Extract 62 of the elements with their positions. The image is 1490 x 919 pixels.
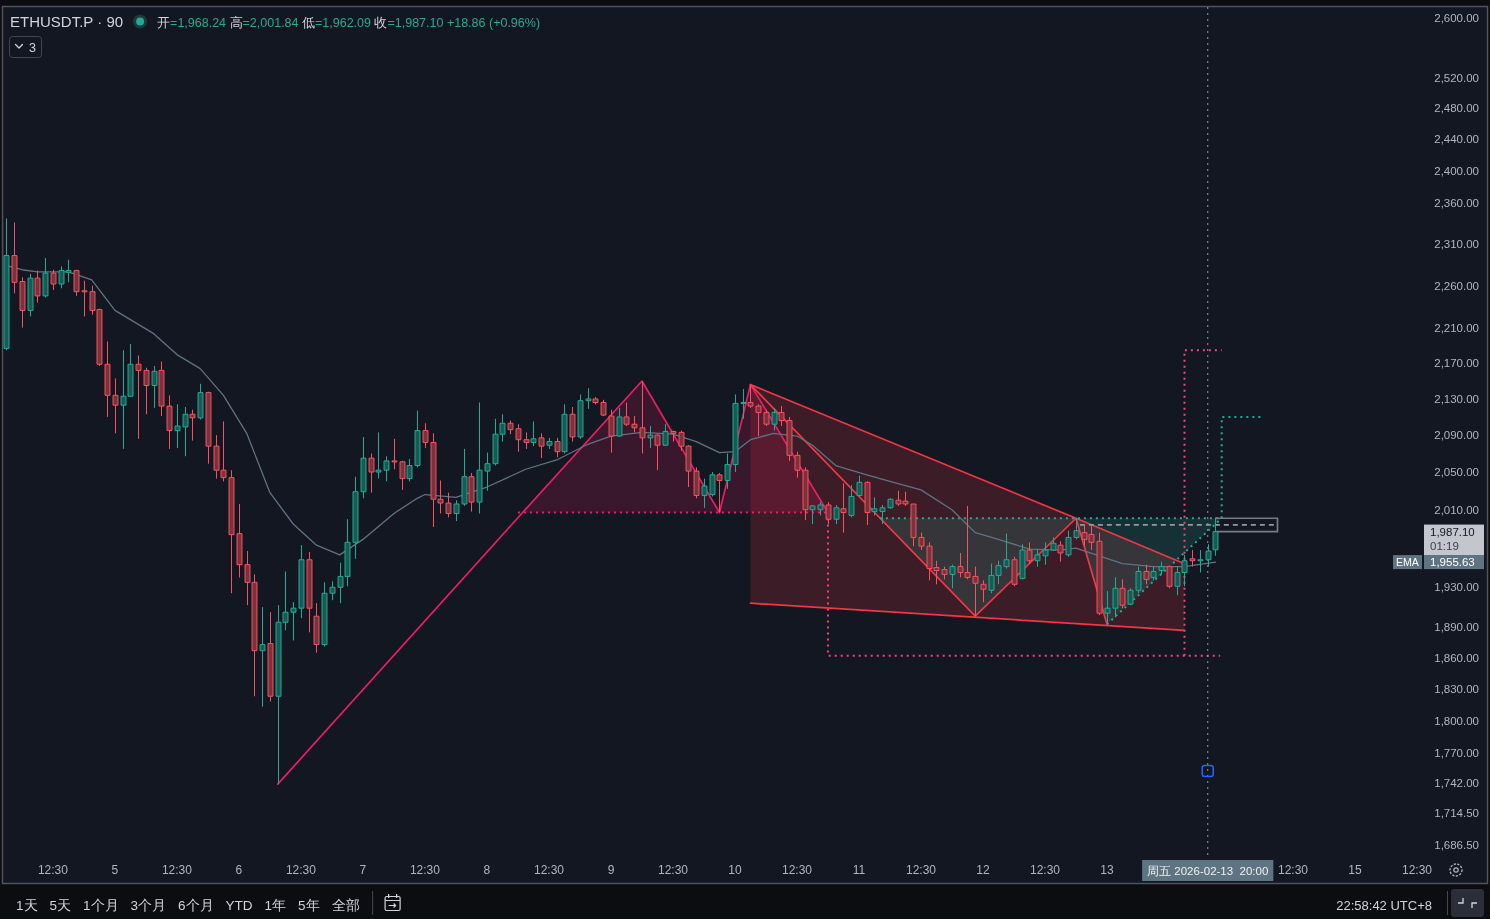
- text: 22:58:42 UTC+8: [1336, 897, 1432, 913]
- text: EMA: [1396, 556, 1419, 569]
- y-tick-label: 2,170.00: [1434, 357, 1479, 370]
- x-tick-label: 12:30: [533, 863, 565, 877]
- y-tick-label: 1,830.00: [1434, 682, 1479, 695]
- x-tick-label: 12:30: [37, 863, 69, 877]
- x-tick-label: 13: [1100, 863, 1114, 877]
- text: YTD: [225, 897, 253, 913]
- y-tick-label: 2,130.00: [1434, 392, 1479, 405]
- y-tick-label: 1,742.00: [1434, 777, 1479, 790]
- text: 全部: [331, 897, 360, 913]
- y-tick-label: 1,770.00: [1434, 746, 1479, 759]
- x-tick-label: 5: [111, 863, 119, 877]
- text: 6个月: [178, 897, 214, 913]
- y-tick-label: 1,860.00: [1434, 651, 1479, 664]
- text: 1个月: [83, 897, 119, 913]
- x-tick-label: 12:30: [161, 863, 193, 877]
- x-tick-label: 12:30: [657, 863, 689, 877]
- x-tick-label: 8: [483, 863, 491, 877]
- y-tick-label: 1,686.50: [1434, 838, 1479, 851]
- y-tick-label: 2,440.00: [1434, 133, 1479, 146]
- y-tick-label: 1,714.50: [1434, 807, 1479, 820]
- y-tick-label: 2,400.00: [1434, 164, 1479, 177]
- text: 1天: [16, 897, 38, 913]
- y-tick-label: 1,890.00: [1434, 621, 1479, 634]
- text: 3个月: [130, 897, 167, 913]
- text: 5年: [298, 897, 320, 913]
- chart-title: ETHUSDT.P · 90: [10, 13, 124, 30]
- y-tick-label: 2,310.00: [1434, 237, 1479, 250]
- x-tick-label: 12: [976, 863, 990, 877]
- x-tick-label: 9: [607, 863, 615, 877]
- y-tick-label: 2,600.00: [1434, 11, 1479, 24]
- x-tick-label: 10: [728, 863, 742, 877]
- text: 1,987.10: [1430, 525, 1475, 538]
- y-tick-label: 2,010.00: [1434, 503, 1479, 516]
- text: 5天: [49, 897, 72, 913]
- y-tick-label: 1,930.00: [1434, 581, 1479, 594]
- y-tick-label: 2,090.00: [1434, 429, 1479, 442]
- y-tick-label: 2,520.00: [1434, 71, 1479, 84]
- annotation: 3: [29, 40, 36, 55]
- text: 1年: [264, 897, 287, 913]
- x-tick-label: 7: [359, 863, 367, 877]
- x-tick-label: 12:30: [1029, 863, 1061, 877]
- x-tick-label: 12:30: [905, 863, 937, 877]
- y-tick-label: 2,260.00: [1434, 279, 1479, 292]
- x-tick-label: 15: [1348, 863, 1362, 877]
- y-tick-label: 2,480.00: [1434, 102, 1479, 115]
- ref-line-label: 周五 2026-02-13 20:00: [1147, 865, 1269, 877]
- x-tick-label: 12:30: [1401, 863, 1433, 877]
- x-tick-label: 12:30: [1277, 863, 1309, 877]
- y-tick-label: 2,210.00: [1434, 322, 1479, 335]
- text: 1,955.63: [1430, 556, 1475, 569]
- x-tick-label: 6: [235, 863, 243, 877]
- text: 开=1,968.24 高=2,001.84 低=1,962.09 收=1,987.10 +18.86 (+0.96%): [157, 15, 541, 30]
- x-tick-label: 12:30: [781, 863, 813, 877]
- text: 01:19: [1430, 539, 1459, 552]
- x-tick-label: 12:30: [409, 863, 441, 877]
- y-tick-label: 1,800.00: [1434, 714, 1479, 727]
- x-tick-label: 12:30: [285, 863, 317, 877]
- x-tick-label: 11: [852, 863, 866, 877]
- y-tick-label: 2,050.00: [1434, 466, 1479, 479]
- y-tick-label: 2,360.00: [1434, 197, 1479, 210]
